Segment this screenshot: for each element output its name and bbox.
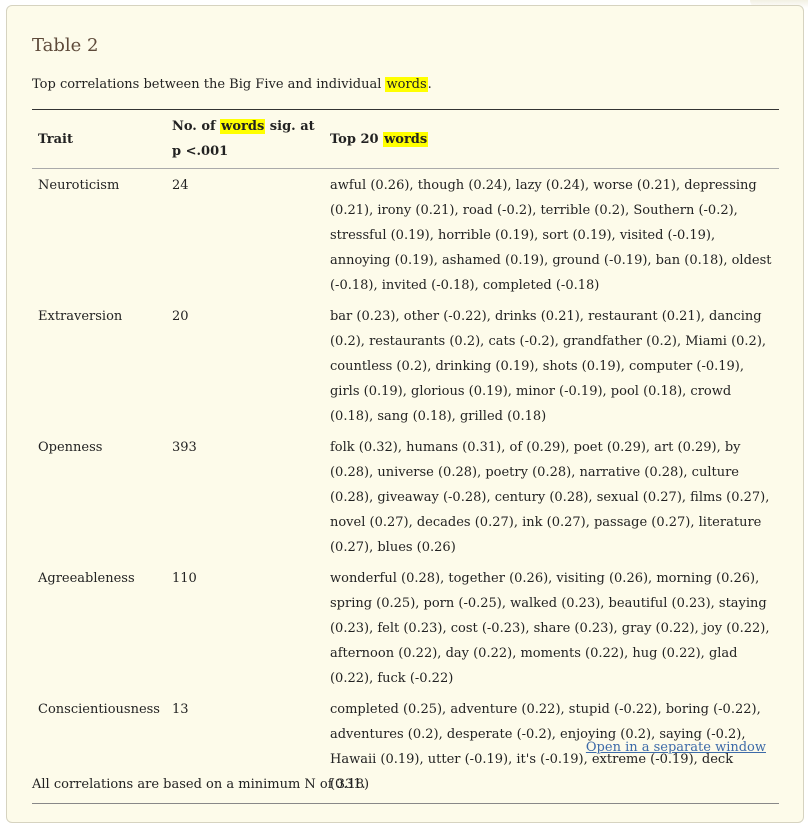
search-highlight: words: [385, 77, 428, 92]
header-top-text: Top 20: [329, 131, 384, 147]
caption-end: .: [427, 77, 432, 92]
search-highlight: words: [383, 131, 429, 147]
header-count-text-end: sig. at p <.001: [171, 119, 315, 159]
count-cell: 13: [171, 702, 189, 717]
table-row: Agreeableness 110 wonderful (0.28), toge…: [32, 566, 779, 697]
corner-shadow: [750, 0, 808, 8]
header-count: No. of words sig. at p <.001: [166, 110, 324, 169]
words-cell: folk (0.32), humans (0.31), of (0.29), p…: [329, 440, 770, 555]
trait-cell: Extraversion: [38, 309, 123, 324]
trait-cell: Agreeableness: [38, 571, 135, 586]
table-header-row: Trait No. of words sig. at p <.001 Top 2…: [32, 109, 779, 169]
caption-text: Top correlations between the Big Five an…: [32, 77, 386, 92]
search-highlight: words: [220, 119, 266, 134]
correlation-table: Trait No. of words sig. at p <.001 Top 2…: [32, 109, 779, 804]
trait-cell: Neuroticism: [38, 178, 120, 193]
open-separate-window-link[interactable]: Open in a separate window: [585, 740, 766, 755]
table-row: Extraversion 20 bar (0.23), other (-0.22…: [32, 304, 779, 435]
header-count-text: No. of: [171, 119, 221, 134]
table-row: Openness 393 folk (0.32), humans (0.31),…: [32, 435, 779, 566]
trait-cell: Conscientiousness: [38, 702, 160, 717]
header-trait: Trait: [38, 131, 73, 147]
count-cell: 24: [171, 178, 189, 193]
words-cell: awful (0.26), though (0.24), lazy (0.24)…: [329, 178, 772, 293]
table-panel: Table 2 Top correlations between the Big…: [6, 5, 804, 823]
trait-cell: Openness: [38, 440, 103, 455]
words-cell: completed (0.25), adventure (0.22), stup…: [329, 702, 761, 792]
count-cell: 20: [171, 309, 189, 324]
table-row: Neuroticism 24 awful (0.26), though (0.2…: [32, 169, 779, 305]
table-caption: Top correlations between the Big Five an…: [32, 77, 432, 92]
header-top-words: Top 20 words: [324, 110, 779, 169]
words-cell: wonderful (0.28), together (0.26), visit…: [329, 571, 770, 686]
count-cell: 110: [171, 571, 197, 586]
words-cell: bar (0.23), other (-0.22), drinks (0.21)…: [329, 309, 767, 424]
table-label: Table 2: [32, 35, 99, 56]
count-cell: 393: [171, 440, 197, 455]
table-footnote: All correlations are based on a minimum …: [32, 777, 366, 792]
table-row: Conscientiousness 13 completed (0.25), a…: [32, 697, 779, 804]
